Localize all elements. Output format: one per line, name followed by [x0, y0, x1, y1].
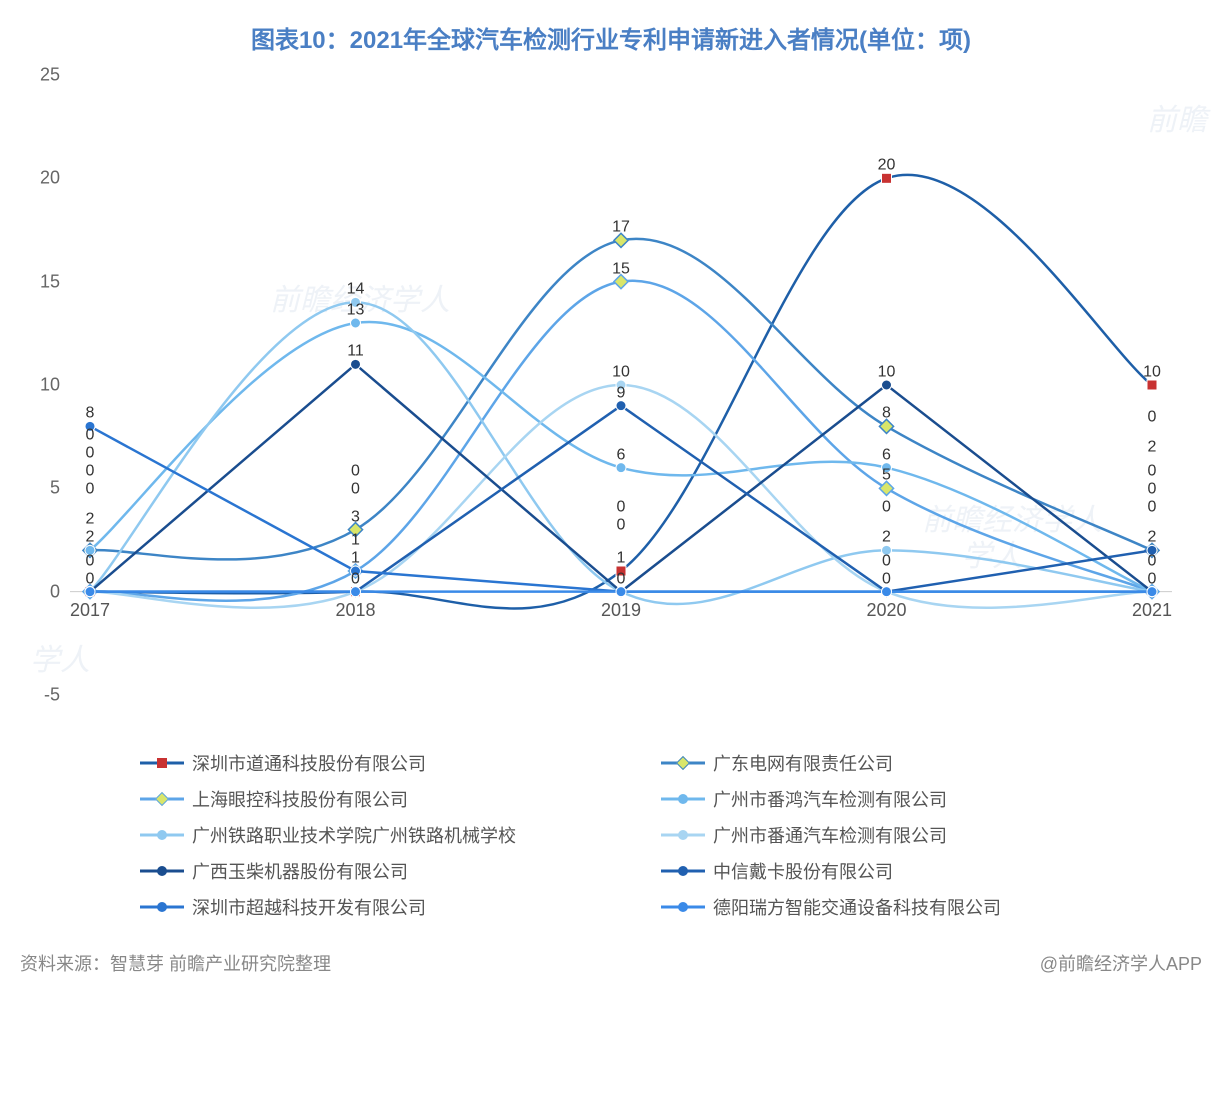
y-tick-label: 5: [50, 478, 70, 499]
legend-swatch: [661, 791, 705, 807]
legend-label: 上海眼控科技股份有限公司: [192, 786, 408, 812]
legend-swatch: [661, 755, 705, 771]
legend-swatch: [140, 863, 184, 879]
chart-title: 图表10：2021年全球汽车检测行业专利申请新进入者情况(单位：项): [20, 20, 1202, 55]
legend: 深圳市道通科技股份有限公司 广东电网有限责任公司上海眼控科技股份有限公司 广州市番鸿…: [140, 750, 1142, 920]
legend-item: 广州铁路职业技术学院广州铁路机械学校: [140, 822, 621, 848]
legend-swatch: [140, 827, 184, 843]
legend-swatch: [661, 863, 705, 879]
legend-item: 德阳瑞方智能交通设备科技有限公司: [661, 894, 1142, 920]
x-tick-label: 2018: [335, 592, 375, 621]
source-row: 资料来源：智慧芽 前瞻产业研究院整理 @前瞻经济学人APP: [20, 950, 1202, 976]
y-tick-label: 0: [50, 581, 70, 602]
legend-item: 广州市番鸿汽车检测有限公司: [661, 786, 1142, 812]
legend-label: 深圳市道通科技股份有限公司: [192, 750, 426, 776]
legend-swatch: [140, 899, 184, 915]
legend-label: 广州铁路职业技术学院广州铁路机械学校: [192, 822, 516, 848]
legend-label: 深圳市超越科技开发有限公司: [192, 894, 426, 920]
y-tick-label: -5: [44, 685, 70, 706]
legend-swatch: [661, 899, 705, 915]
source-label: 资料来源：智慧芽 前瞻产业研究院整理: [20, 950, 331, 976]
legend-item: 广州市番通汽车检测有限公司: [661, 822, 1142, 848]
legend-swatch: [140, 791, 184, 807]
legend-item: 深圳市道通科技股份有限公司: [140, 750, 621, 776]
legend-swatch: [140, 755, 184, 771]
y-tick-label: 15: [40, 271, 70, 292]
y-tick-label: 10: [40, 375, 70, 396]
legend-label: 广西玉柴机器股份有限公司: [192, 858, 408, 884]
legend-item: 广西玉柴机器股份有限公司: [140, 858, 621, 884]
x-tick-label: 2019: [601, 592, 641, 621]
x-tick-label: 2021: [1132, 592, 1172, 621]
legend-item: 上海眼控科技股份有限公司: [140, 786, 621, 812]
legend-swatch: [661, 827, 705, 843]
legend-label: 德阳瑞方智能交通设备科技有限公司: [713, 894, 1001, 920]
x-tick-label: 2017: [70, 592, 110, 621]
legend-label: 中信戴卡股份有限公司: [713, 858, 893, 884]
y-tick-label: 25: [40, 65, 70, 86]
y-tick-label: 20: [40, 168, 70, 189]
legend-item: 中信戴卡股份有限公司: [661, 858, 1142, 884]
legend-item: 深圳市超越科技开发有限公司: [140, 894, 621, 920]
legend-label: 广东电网有限责任公司: [713, 750, 893, 776]
legend-label: 广州市番鸿汽车检测有限公司: [713, 786, 947, 812]
plot-area: -505101520252017201820192020202100120102…: [70, 75, 1172, 695]
x-tick-label: 2020: [866, 592, 906, 621]
legend-item: 广东电网有限责任公司: [661, 750, 1142, 776]
chart-container: 图表10：2021年全球汽车检测行业专利申请新进入者情况(单位：项) 前瞻 前瞻…: [20, 20, 1202, 976]
legend-label: 广州市番通汽车检测有限公司: [713, 822, 947, 848]
attribution: @前瞻经济学人APP: [1040, 950, 1202, 976]
plot-wrapper: 前瞻 前瞻经济学人 前瞻经济学人 学人 学人 -5051015202520172…: [20, 75, 1202, 695]
